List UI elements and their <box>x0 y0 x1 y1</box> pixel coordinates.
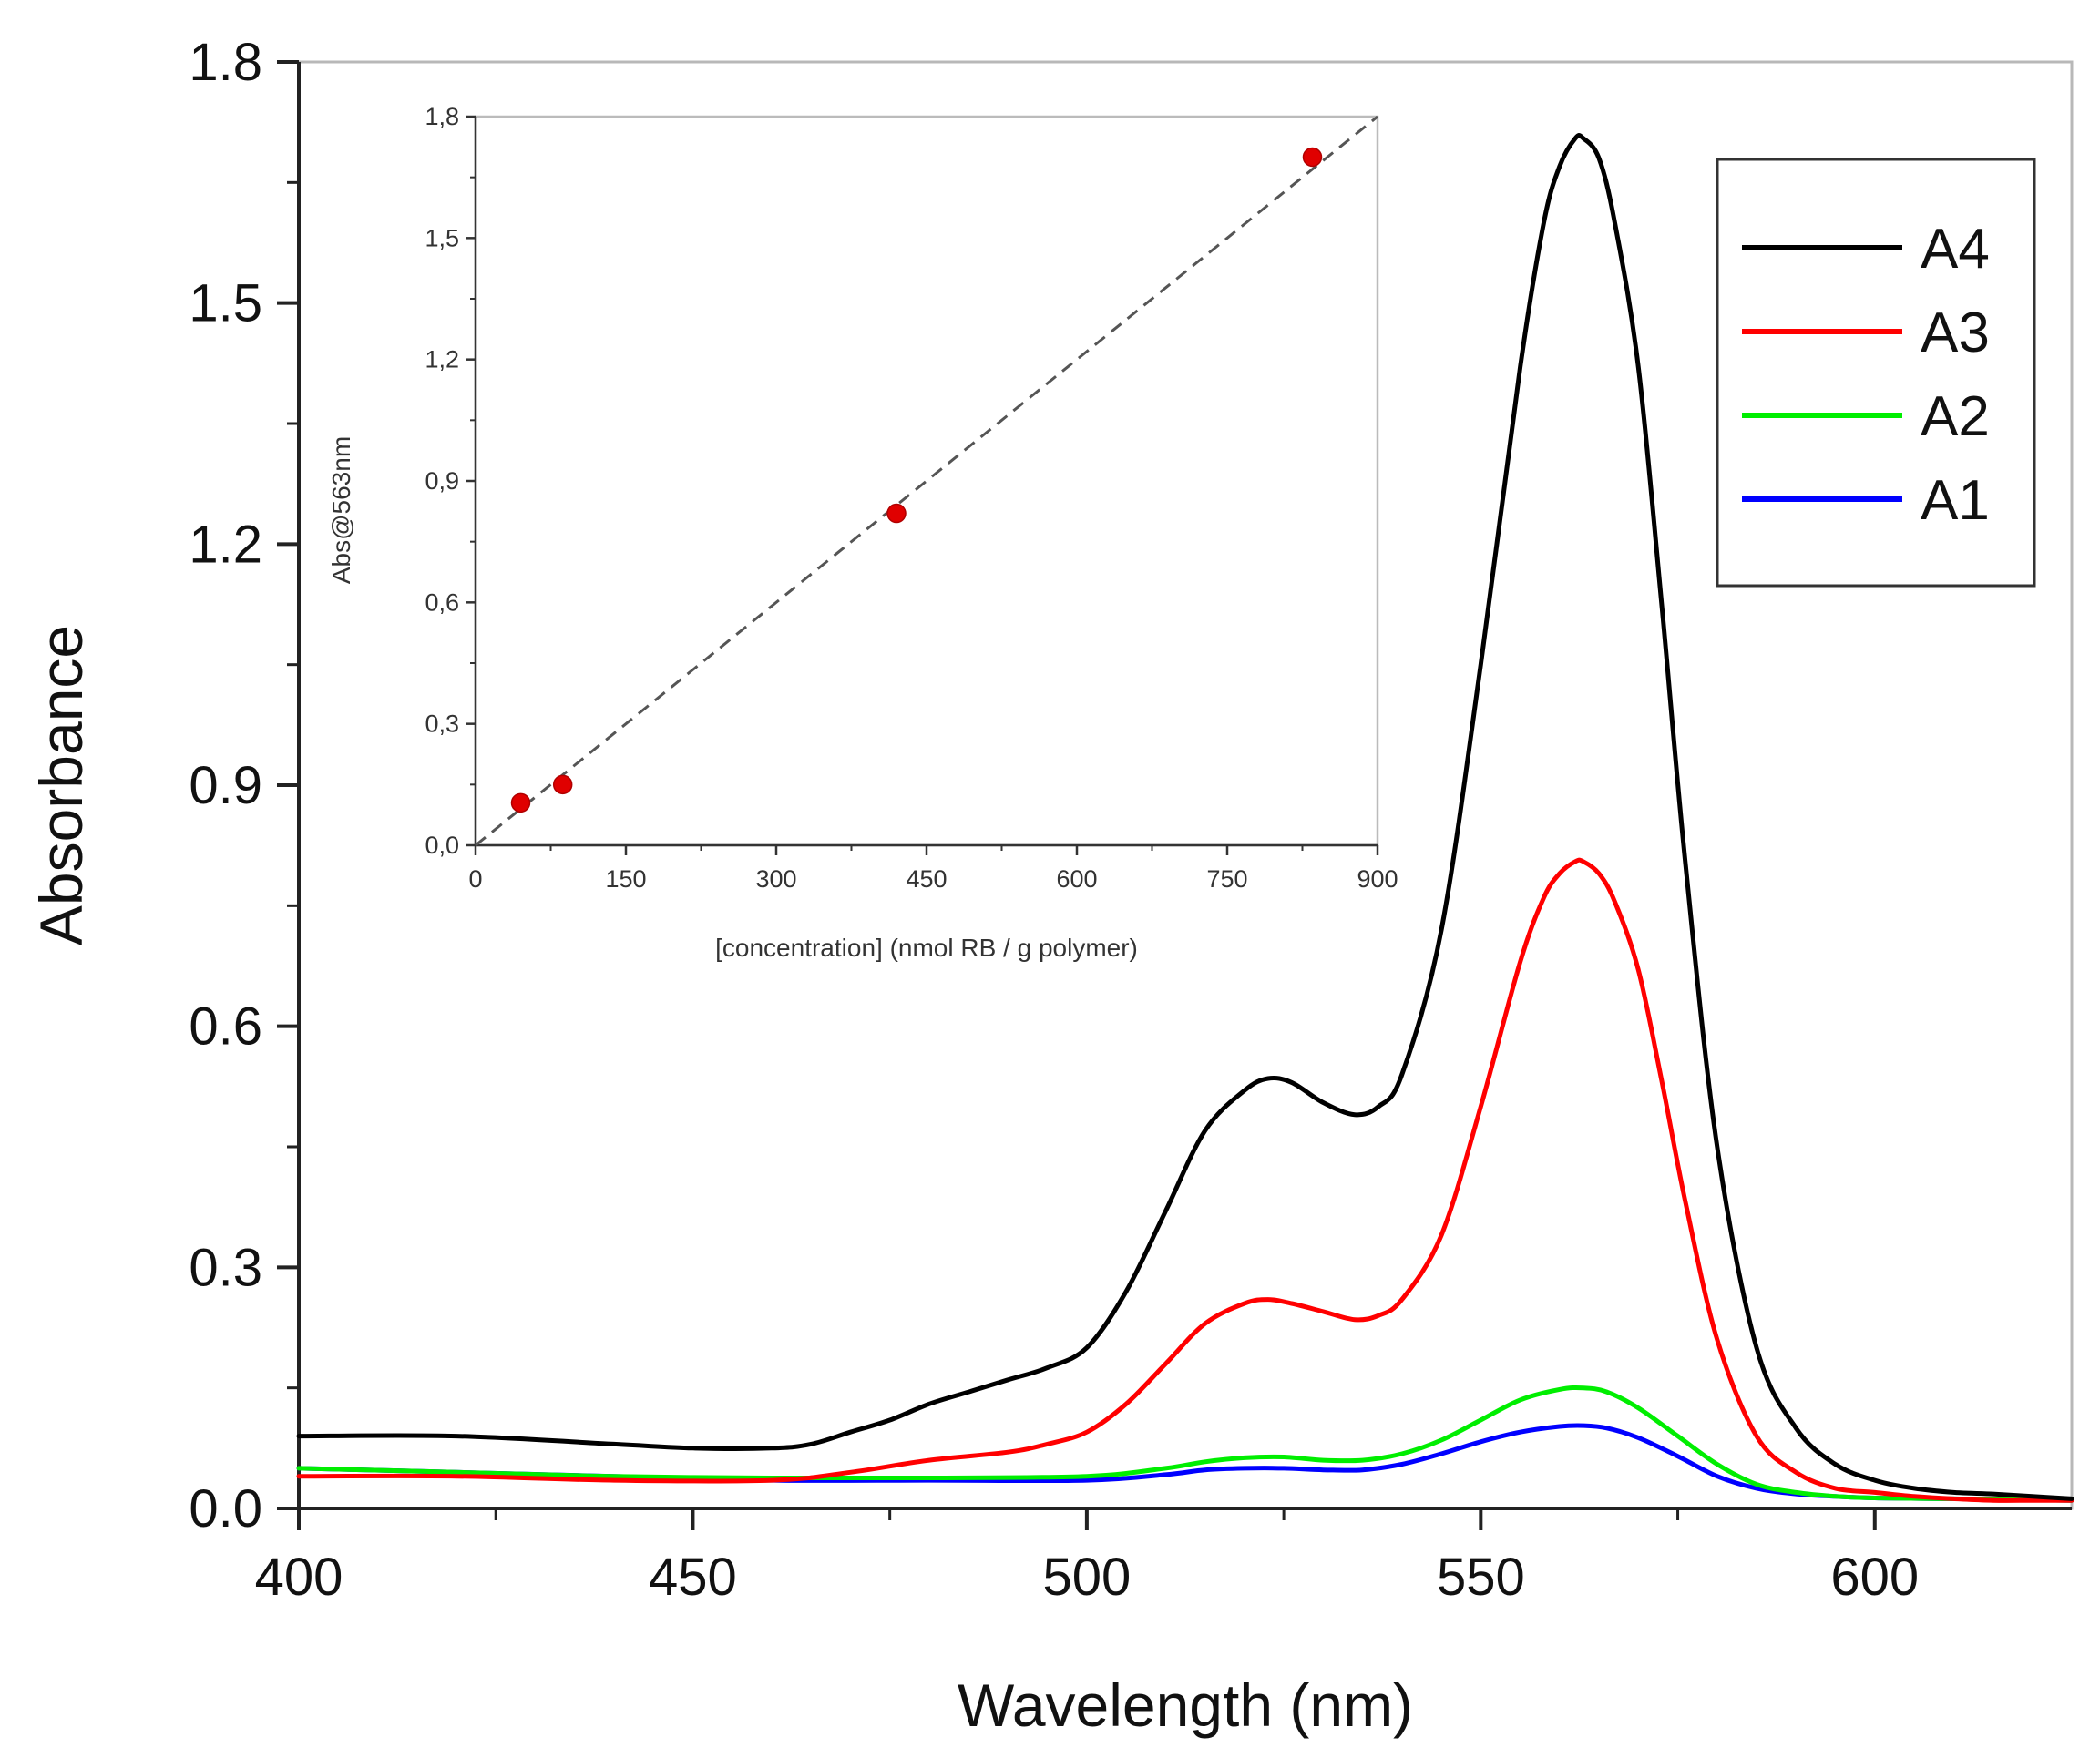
main-x-tick-label: 400 <box>255 1548 343 1607</box>
legend-label-a1: A1 <box>1921 469 1990 532</box>
main-x-tick-label: 450 <box>649 1548 737 1607</box>
legend-items: A4 A3 A2 A1 <box>1742 218 1990 532</box>
main-x-axis-title: Wavelength (nm) <box>958 1671 1413 1739</box>
inset-y-tick-label: 0,6 <box>425 588 459 616</box>
inset-points <box>510 147 1323 813</box>
inset-x-tick-label: 450 <box>906 865 947 893</box>
main-x-tick-label: 600 <box>1830 1548 1919 1607</box>
legend-label-a4: A4 <box>1921 218 1990 281</box>
inset-x-tick-label: 150 <box>605 865 646 893</box>
main-x-tick-label: 500 <box>1042 1548 1131 1607</box>
legend-label-a2: A2 <box>1921 385 1990 448</box>
series-line-a4 <box>296 133 2074 1501</box>
main-y-tick-label: 1.5 <box>189 274 262 333</box>
inset-y-tick-label: 0,0 <box>425 832 459 859</box>
legend-label-a3: A3 <box>1921 302 1990 364</box>
inset-y-axis-title: Abs@563nm <box>327 436 355 584</box>
inset-x-tick-label: 0 <box>468 865 482 893</box>
main-y-tick-label: 1.2 <box>189 515 262 574</box>
inset-plot: 0 150 300 450 600 750 900 0,0 0,3 0,6 0,9 1,2 1,5 1,8… <box>327 103 1398 962</box>
main-y-tick-label: 0.0 <box>189 1479 262 1538</box>
inset-x-tick-label: 600 <box>1056 865 1097 893</box>
inset-data-point <box>552 774 573 795</box>
main-series <box>296 133 2074 1503</box>
inset-y-tick-label: 0,9 <box>425 467 459 495</box>
legend: A4 A3 A2 A1 <box>1716 158 2036 588</box>
inset-y-tick-label: 0,3 <box>425 710 459 738</box>
inset-data-point <box>510 792 531 813</box>
inset-x-tick-label: 300 <box>755 865 796 893</box>
inset-fit <box>475 115 1378 847</box>
legend-box <box>1716 158 2036 588</box>
inset-y-tick-label: 1,8 <box>425 103 459 130</box>
main-y-tick-label: 0.9 <box>189 756 262 815</box>
inset-fit-line <box>475 115 1378 847</box>
main-y-tick-label: 0.6 <box>189 997 262 1057</box>
series-line-a3 <box>296 857 2074 1503</box>
main-y-tick-label: 0.3 <box>189 1238 262 1297</box>
main-x-tick-label: 550 <box>1437 1548 1525 1607</box>
inset-ticks: 0 150 300 450 600 750 900 0,0 0,3 0,6 0,9 1,2 1,5 1,8 <box>425 103 1398 893</box>
inset-x-tick-label: 750 <box>1206 865 1247 893</box>
main-y-axis-title: Absorbance <box>27 625 95 945</box>
inset-data-point <box>1302 147 1323 168</box>
inset-x-axis-title: [concentration] (nmol RB / g polymer) <box>715 934 1138 962</box>
inset-data-point <box>886 503 907 524</box>
inset-y-tick-label: 1,2 <box>425 346 459 373</box>
inset-y-tick-label: 1,5 <box>425 224 459 251</box>
main-y-tick-label: 1.8 <box>189 33 262 92</box>
inset-x-tick-label: 900 <box>1357 865 1398 893</box>
main-ticks: 400 450 500 550 600 0.0 0.3 0.6 0.9 1.2 1.5 1.8 <box>189 33 1919 1607</box>
main-plot: 400 450 500 550 600 0.0 0.3 0.6 0.9 1.2 1.5 1.8 Wav… <box>27 33 2074 1739</box>
